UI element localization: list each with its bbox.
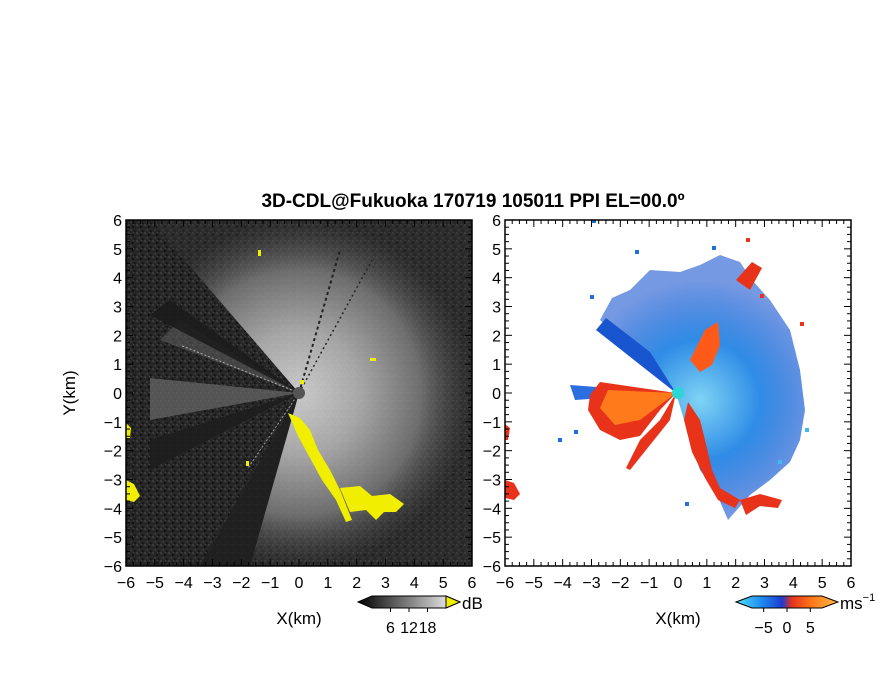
left-panel: −6 −5 −4 −3 −2 −1 0 1 2 3 4 5 6 −6 −5 −4 −3 −2 −1 0 1 2 3 4 5 6 [104, 213, 477, 592]
y-tick-label: 4 [492, 271, 501, 288]
x-tick-label: 3 [760, 575, 769, 592]
y-tick-label: 1 [113, 357, 122, 374]
left-colorbar-ticks: 6 12 18 [386, 608, 437, 637]
strong-echo-region [126, 250, 404, 522]
x-tick-label: 0 [674, 575, 683, 592]
y-tick-label: 3 [113, 300, 122, 317]
x-tick-label: −5 [146, 575, 164, 592]
y-tick-label: −6 [483, 559, 501, 576]
x-tick-label: 5 [439, 575, 448, 592]
y-tick-label: 6 [113, 213, 122, 230]
y-tick-label: −2 [483, 444, 501, 461]
y-tick-label: −4 [104, 501, 122, 518]
signal-sector-east [150, 220, 472, 566]
colorbar-tick-label: 18 [419, 620, 437, 637]
figure-title: 3D-CDL@Fukuoka 170719 105011 PPI EL=00.0… [261, 191, 684, 212]
left-x-axis-label: X(km) [276, 609, 321, 628]
x-tick-label: −2 [232, 575, 250, 592]
x-tick-label: 1 [702, 575, 711, 592]
colorbar-tick-label: 6 [386, 620, 395, 637]
x-tick-label: −4 [175, 575, 193, 592]
left-axis-ticks: −6 −5 −4 −3 −2 −1 0 1 2 3 4 5 6 −6 −5 −4 −3 −2 −1 0 1 2 3 4 5 6 [104, 213, 477, 592]
velocity-field-negative [600, 255, 805, 520]
left-colorbar: 6 12 18 dB [356, 594, 483, 637]
x-tick-label: 2 [731, 575, 740, 592]
right-panel: −6 −5 −4 −3 −2 −1 0 1 2 3 4 5 6 −6 −5 −4 −3 −2 −1 0 1 2 3 4 5 6 [483, 213, 856, 592]
right-colorbar-unit: ms−1 [840, 592, 875, 613]
y-tick-label: 6 [492, 213, 501, 230]
x-tick-label: 4 [789, 575, 798, 592]
left-plot-image [126, 220, 472, 566]
y-tick-label: 0 [492, 386, 501, 403]
x-tick-label: −3 [203, 575, 221, 592]
y-tick-label: 5 [113, 242, 122, 259]
x-tick-label: −5 [525, 575, 543, 592]
x-tick-label: 4 [410, 575, 419, 592]
left-colorbar-unit: dB [462, 594, 483, 613]
right-colorbar-ticks: −5 0 5 [755, 608, 815, 637]
colorbar-tick-label: 5 [806, 620, 815, 637]
right-colorbar: −5 0 5 ms−1 [734, 592, 875, 637]
signal-sector-west [150, 378, 299, 420]
y-tick-label: −5 [104, 530, 122, 547]
y-tick-label: 2 [492, 328, 501, 345]
y-tick-label: −4 [483, 501, 501, 518]
colorbar-tick-label: −5 [755, 620, 773, 637]
y-tick-label: −5 [483, 530, 501, 547]
x-tick-label: 3 [381, 575, 390, 592]
left-y-axis-label: Y(km) [60, 370, 79, 415]
y-tick-label: −3 [483, 473, 501, 490]
x-tick-label: −1 [640, 575, 658, 592]
lidar-site-marker [672, 387, 684, 399]
x-tick-label: −6 [496, 575, 514, 592]
y-tick-label: −1 [104, 415, 122, 432]
x-tick-label: −1 [261, 575, 279, 592]
y-tick-label: 1 [492, 357, 501, 374]
y-tick-label: 0 [113, 386, 122, 403]
x-tick-label: −2 [611, 575, 629, 592]
y-tick-label: −3 [104, 473, 122, 490]
y-tick-label: 2 [113, 328, 122, 345]
x-tick-label: 1 [323, 575, 332, 592]
right-colorbar-unit-exponent: −1 [863, 592, 876, 604]
y-tick-label: 3 [492, 300, 501, 317]
y-tick-label: 4 [113, 271, 122, 288]
velocity-scatter [558, 220, 809, 506]
colorbar-tick-label: 0 [783, 620, 792, 637]
y-tick-label: 5 [492, 242, 501, 259]
y-tick-label: −2 [104, 444, 122, 461]
x-tick-label: 6 [847, 575, 856, 592]
y-tick-label: −1 [483, 415, 501, 432]
y-tick-label: −6 [104, 559, 122, 576]
x-tick-label: 6 [468, 575, 477, 592]
x-tick-label: −6 [117, 575, 135, 592]
right-x-axis-label: X(km) [655, 609, 700, 628]
right-plot-image [505, 220, 851, 566]
velocity-field-positive [505, 262, 782, 515]
colorbar-tick-label: 12 [400, 620, 418, 637]
x-tick-label: 5 [818, 575, 827, 592]
x-tick-label: 0 [295, 575, 304, 592]
right-axis-ticks: −6 −5 −4 −3 −2 −1 0 1 2 3 4 5 6 −6 −5 −4 −3 −2 −1 0 1 2 3 4 5 6 [483, 213, 856, 592]
x-tick-label: −4 [554, 575, 572, 592]
x-tick-label: 2 [352, 575, 361, 592]
x-tick-label: −3 [582, 575, 600, 592]
